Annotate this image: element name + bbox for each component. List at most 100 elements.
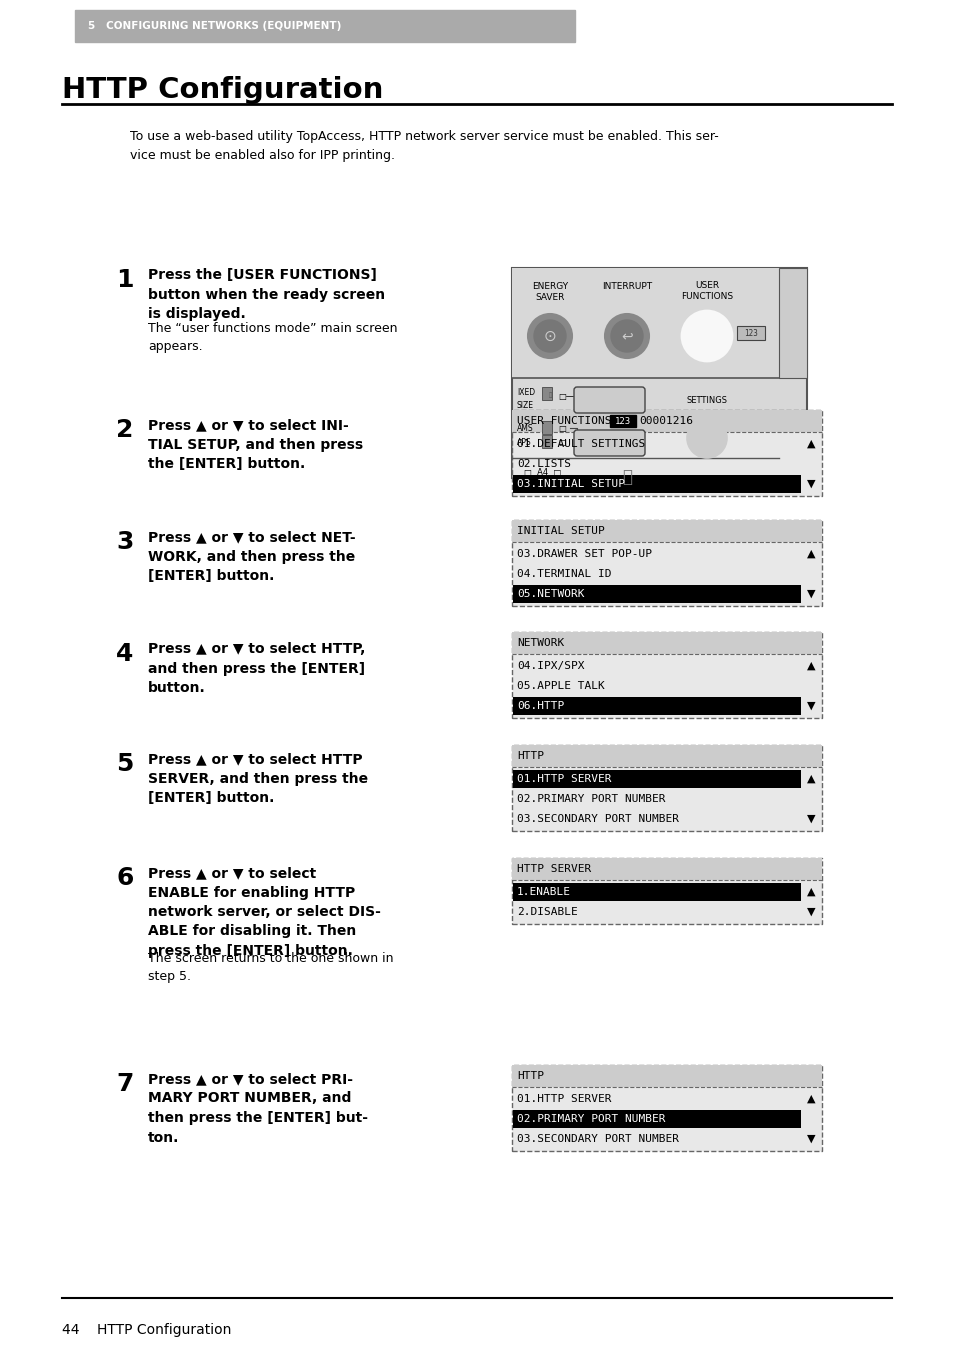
Text: 04.IPX/SPX: 04.IPX/SPX: [517, 661, 584, 671]
Bar: [512, 268, 806, 377]
Circle shape: [686, 418, 726, 458]
Text: Press ▲ or ▼ to select HTTP,
and then press the [ENTER]
button.: Press ▲ or ▼ to select HTTP, and then pr…: [148, 642, 365, 696]
Text: ▼: ▼: [806, 589, 815, 599]
Text: USER
FUNCTIONS: USER FUNCTIONS: [680, 280, 732, 301]
Text: Press ▲ or ▼ to select HTTP
SERVER, and then press the
[ENTER] button.: Press ▲ or ▼ to select HTTP SERVER, and …: [148, 752, 368, 805]
Text: HTTP SERVER: HTTP SERVER: [517, 864, 591, 874]
Text: 123: 123: [614, 417, 630, 426]
FancyBboxPatch shape: [574, 387, 644, 412]
Text: 7: 7: [116, 1072, 133, 1096]
Text: 03.SECONDARY PORT NUMBER: 03.SECONDARY PORT NUMBER: [517, 814, 679, 824]
Text: 2.DISABLE: 2.DISABLE: [517, 907, 578, 917]
Text: □  A1 R  □: □ A1 R □: [523, 484, 565, 493]
Circle shape: [610, 319, 642, 352]
Text: 02.PRIMARY PORT NUMBER: 02.PRIMARY PORT NUMBER: [517, 794, 665, 803]
Text: 1.ENABLE: 1.ENABLE: [517, 887, 571, 896]
Text: ↩: ↩: [620, 329, 632, 342]
Text: ▼: ▼: [806, 479, 815, 489]
Text: NETWORK: NETWORK: [517, 638, 563, 648]
Text: 1: 1: [116, 268, 133, 293]
Text: 5: 5: [116, 752, 133, 776]
Text: HTTP: HTTP: [517, 751, 543, 762]
Text: 3: 3: [116, 530, 133, 554]
Text: ▲: ▲: [806, 1095, 815, 1104]
Text: HTTP Configuration: HTTP Configuration: [62, 75, 383, 104]
Bar: [513, 883, 801, 900]
Text: 6: 6: [116, 865, 133, 890]
Text: HTTP: HTTP: [517, 1072, 543, 1081]
Bar: [609, 415, 635, 427]
Bar: [512, 745, 821, 767]
Bar: [512, 410, 821, 431]
Text: 02.PRIMARY PORT NUMBER: 02.PRIMARY PORT NUMBER: [517, 1113, 665, 1124]
Bar: [512, 410, 821, 496]
Text: 44    HTTP Configuration: 44 HTTP Configuration: [62, 1322, 232, 1337]
Text: 5   CONFIGURING NETWORKS (EQUIPMENT): 5 CONFIGURING NETWORKS (EQUIPMENT): [88, 22, 341, 31]
Text: 123: 123: [743, 329, 757, 337]
Text: AMS: AMS: [517, 425, 533, 433]
Text: ▲: ▲: [806, 439, 815, 449]
Text: 01.DEFAULT SETTINGS: 01.DEFAULT SETTINGS: [517, 439, 644, 449]
Text: IXED: IXED: [517, 388, 535, 398]
FancyBboxPatch shape: [574, 430, 644, 456]
Bar: [512, 520, 821, 542]
Text: 00001216: 00001216: [639, 417, 693, 426]
Bar: [512, 857, 821, 923]
Text: □—: □—: [558, 392, 574, 400]
Text: 4: 4: [116, 642, 133, 666]
Text: 01.HTTP SERVER: 01.HTTP SERVER: [517, 774, 611, 785]
Bar: [512, 1065, 821, 1086]
Text: ▲: ▲: [806, 774, 815, 785]
Text: Press ▲ or ▼ to select
ENABLE for enabling HTTP
network server, or select DIS-
A: Press ▲ or ▼ to select ENABLE for enabli…: [148, 865, 380, 958]
Text: The “user functions mode” main screen
appears.: The “user functions mode” main screen ap…: [148, 322, 397, 353]
Bar: [513, 1109, 801, 1128]
Text: ▲: ▲: [806, 661, 815, 671]
Text: 2: 2: [116, 418, 133, 442]
Bar: [779, 268, 806, 377]
Bar: [513, 770, 801, 789]
Text: ⊙: ⊙: [543, 329, 556, 344]
Text: The screen returns to the one shown in
step 5.: The screen returns to the one shown in s…: [148, 952, 393, 983]
Text: □: □: [558, 425, 565, 433]
Text: ⌒: ⌒: [621, 468, 631, 487]
Circle shape: [681, 311, 731, 361]
Text: ▼: ▼: [806, 907, 815, 917]
Text: 04.TERMINAL ID: 04.TERMINAL ID: [517, 569, 611, 580]
Text: 03.SECONDARY PORT NUMBER: 03.SECONDARY PORT NUMBER: [517, 1134, 679, 1144]
Text: ▼: ▼: [806, 701, 815, 710]
Text: SETTINGS: SETTINGS: [686, 396, 727, 404]
Text: ENERGY
SAVER: ENERGY SAVER: [532, 282, 567, 302]
Text: To use a web-based utility TopAccess, HTTP network server service must be enable: To use a web-based utility TopAccess, HT…: [130, 129, 718, 162]
Text: Press the [USER FUNCTIONS]
button when the ready screen
is displayed.: Press the [USER FUNCTIONS] button when t…: [148, 268, 385, 321]
Text: INTERRUPT: INTERRUPT: [601, 282, 652, 291]
Bar: [512, 632, 821, 654]
Bar: [512, 745, 821, 830]
Bar: [513, 474, 801, 493]
Text: 02.LISTS: 02.LISTS: [517, 460, 571, 469]
Bar: [737, 326, 764, 340]
Text: SIZE: SIZE: [517, 400, 534, 410]
Text: ⬛: ⬛: [548, 392, 552, 398]
Bar: [512, 632, 821, 718]
Bar: [512, 857, 821, 880]
Bar: [541, 387, 552, 400]
Bar: [541, 435, 552, 448]
Text: 01.HTTP SERVER: 01.HTTP SERVER: [517, 1095, 611, 1104]
Text: Press ▲ or ▼ to select NET-
WORK, and then press the
[ENTER] button.: Press ▲ or ▼ to select NET- WORK, and th…: [148, 530, 355, 582]
Text: 03.INITIAL SETUP: 03.INITIAL SETUP: [517, 479, 624, 489]
Text: 05.NETWORK: 05.NETWORK: [517, 589, 584, 599]
Bar: [513, 585, 801, 603]
Text: □: □: [558, 438, 565, 448]
Text: INITIAL SETUP: INITIAL SETUP: [517, 526, 604, 537]
Text: ▲: ▲: [806, 887, 815, 896]
Text: Press ▲ or ▼ to select PRI-
MARY PORT NUMBER, and
then press the [ENTER] but-
to: Press ▲ or ▼ to select PRI- MARY PORT NU…: [148, 1072, 368, 1144]
Text: USER FUNCTIONS: USER FUNCTIONS: [517, 417, 631, 426]
Bar: [512, 268, 806, 479]
Text: 05.APPLE TALK: 05.APPLE TALK: [517, 681, 604, 692]
Text: ▼: ▼: [806, 1134, 815, 1144]
Circle shape: [534, 319, 565, 352]
Bar: [75, 9, 575, 42]
Text: □  A4  □: □ A4 □: [523, 468, 560, 477]
Bar: [541, 421, 552, 434]
Text: 06.HTTP: 06.HTTP: [517, 701, 563, 710]
